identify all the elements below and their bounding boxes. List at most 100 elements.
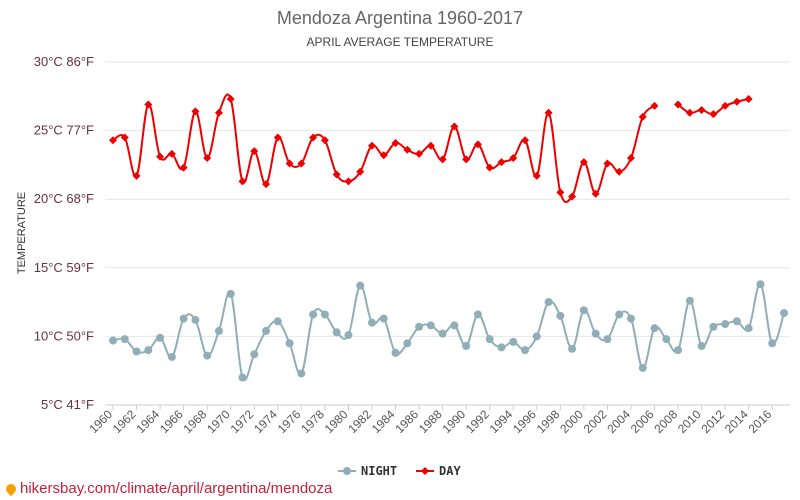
data-point-night[interactable] [780, 309, 788, 318]
data-point-night[interactable] [156, 333, 165, 342]
data-point-night[interactable] [367, 318, 376, 327]
data-point-day[interactable] [344, 177, 353, 186]
data-point-night[interactable] [532, 332, 541, 341]
data-point-night[interactable] [309, 310, 318, 319]
data-point-day[interactable] [462, 155, 471, 164]
data-point-day[interactable] [709, 110, 718, 119]
data-point-night[interactable] [544, 298, 553, 307]
data-point-night[interactable] [426, 321, 435, 330]
data-point-night[interactable] [203, 351, 212, 360]
source-watermark[interactable]: hikersbay.com/climate/april/argentina/me… [3, 480, 332, 497]
data-point-day[interactable] [426, 141, 435, 150]
data-point-night[interactable] [415, 322, 424, 331]
data-point-day[interactable] [568, 192, 577, 201]
data-point-night[interactable] [450, 321, 459, 330]
data-point-night[interactable] [462, 342, 471, 351]
data-point-day[interactable] [509, 154, 518, 163]
data-point-night[interactable] [132, 347, 141, 356]
data-point-night[interactable] [662, 335, 671, 344]
data-point-night[interactable] [297, 369, 306, 378]
data-point-day[interactable] [638, 112, 647, 121]
data-point-day[interactable] [320, 136, 329, 145]
data-point-day[interactable] [450, 122, 459, 131]
data-point-day[interactable] [203, 154, 212, 163]
data-point-night[interactable] [615, 310, 624, 319]
data-point-night[interactable] [262, 326, 271, 335]
data-point-night[interactable] [285, 339, 294, 348]
data-point-day[interactable] [379, 151, 388, 160]
data-point-day[interactable] [356, 167, 365, 176]
data-point-night[interactable] [438, 329, 447, 338]
data-point-night[interactable] [721, 320, 730, 329]
data-point-night[interactable] [603, 335, 612, 344]
data-point-day[interactable] [674, 100, 683, 109]
data-point-night[interactable] [638, 363, 647, 372]
data-point-night[interactable] [273, 317, 282, 326]
data-point-night[interactable] [379, 314, 388, 323]
data-point-night[interactable] [167, 352, 176, 361]
data-point-night[interactable] [756, 280, 765, 289]
data-point-day[interactable] [650, 101, 659, 110]
data-point-night[interactable] [685, 296, 694, 305]
data-point-night[interactable] [179, 314, 188, 323]
data-point-night[interactable] [320, 310, 329, 319]
data-point-night[interactable] [191, 315, 200, 324]
data-point-day[interactable] [438, 155, 447, 164]
data-point-day[interactable] [415, 149, 424, 158]
data-point-day[interactable] [132, 171, 141, 180]
data-point-night[interactable] [120, 335, 129, 344]
data-point-day[interactable] [603, 159, 612, 168]
data-point-day[interactable] [262, 180, 271, 189]
data-point-night[interactable] [356, 281, 365, 290]
data-point-night[interactable] [709, 322, 718, 331]
data-point-night[interactable] [473, 310, 482, 319]
data-point-day[interactable] [544, 108, 553, 117]
data-point-day[interactable] [403, 145, 412, 154]
data-point-night[interactable] [521, 346, 530, 355]
data-point-night[interactable] [109, 336, 117, 345]
data-point-day[interactable] [273, 133, 282, 142]
data-point-day[interactable] [485, 163, 494, 172]
data-point-day[interactable] [721, 101, 730, 110]
data-point-day[interactable] [238, 177, 247, 186]
data-point-day[interactable] [297, 159, 306, 168]
data-point-day[interactable] [332, 170, 341, 179]
data-point-night[interactable] [485, 335, 494, 344]
data-point-day[interactable] [250, 147, 259, 156]
data-point-night[interactable] [744, 324, 753, 333]
legend-item-day[interactable]: DAY [416, 464, 461, 478]
data-point-day[interactable] [615, 167, 624, 176]
data-point-night[interactable] [214, 326, 223, 335]
data-point-night[interactable] [250, 350, 259, 359]
data-point-night[interactable] [732, 317, 741, 326]
data-point-night[interactable] [403, 339, 412, 348]
data-point-day[interactable] [473, 140, 482, 149]
data-point-day[interactable] [391, 138, 400, 147]
data-point-day[interactable] [156, 152, 165, 161]
data-point-night[interactable] [591, 329, 600, 338]
data-point-day[interactable] [179, 163, 188, 172]
data-point-night[interactable] [674, 346, 683, 355]
data-point-night[interactable] [391, 348, 400, 357]
data-point-night[interactable] [344, 331, 353, 340]
data-point-day[interactable] [285, 159, 294, 168]
data-point-day[interactable] [167, 149, 176, 158]
data-point-night[interactable] [579, 306, 588, 315]
data-point-day[interactable] [144, 100, 153, 109]
data-point-night[interactable] [144, 346, 153, 355]
data-point-day[interactable] [120, 133, 129, 142]
data-point-day[interactable] [109, 136, 117, 145]
data-point-day[interactable] [579, 158, 588, 167]
data-point-day[interactable] [685, 108, 694, 117]
data-point-day[interactable] [367, 141, 376, 150]
data-point-night[interactable] [768, 339, 777, 348]
data-point-day[interactable] [556, 188, 565, 197]
data-point-night[interactable] [238, 373, 247, 382]
data-point-day[interactable] [697, 106, 706, 115]
data-point-day[interactable] [226, 95, 235, 104]
data-point-day[interactable] [591, 189, 600, 198]
legend-item-night[interactable]: NIGHT [338, 464, 397, 478]
data-point-day[interactable] [497, 158, 506, 167]
data-point-day[interactable] [309, 133, 318, 142]
data-point-night[interactable] [332, 328, 341, 337]
